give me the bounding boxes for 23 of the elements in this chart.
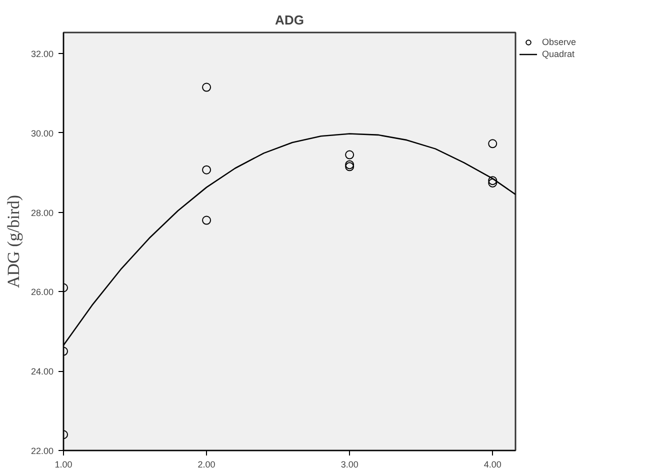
y-tick-label: 22.00 bbox=[30, 446, 54, 456]
y-tick-label: 24.00 bbox=[30, 366, 54, 377]
point bbox=[345, 162, 354, 172]
y-tick-label: 26.00 bbox=[30, 287, 54, 298]
point bbox=[202, 82, 212, 92]
point bbox=[345, 150, 354, 160]
x-tick-label: 2.00 bbox=[198, 460, 216, 470]
point bbox=[488, 176, 498, 186]
point bbox=[202, 216, 212, 225]
point bbox=[488, 139, 498, 148]
y-tick-label: 28.00 bbox=[30, 208, 54, 218]
y-axis-title: ADG (g/bird) bbox=[4, 194, 23, 288]
point bbox=[488, 178, 498, 188]
legend-label: Quadrat bbox=[542, 48, 575, 60]
point bbox=[202, 165, 212, 174]
y-tick-label: 30.00 bbox=[30, 128, 54, 138]
point bbox=[345, 160, 354, 170]
x-tick-label: 3.00 bbox=[340, 460, 358, 470]
x-tick-label: 1.00 bbox=[54, 460, 72, 470]
chart-title: ADG bbox=[275, 12, 304, 28]
legend-label: Observe bbox=[542, 36, 576, 48]
y-tick-label: 32.00 bbox=[30, 49, 54, 60]
x-tick-label: 4.00 bbox=[484, 460, 502, 470]
